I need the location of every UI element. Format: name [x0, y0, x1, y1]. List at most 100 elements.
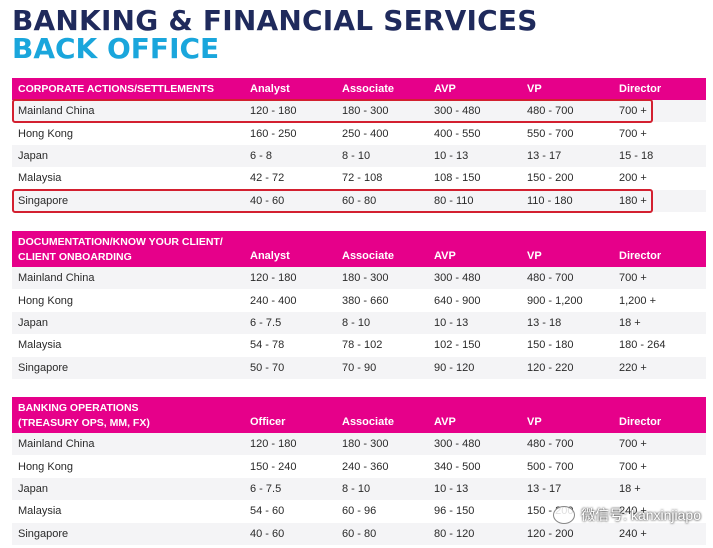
salary-cell: 150 - 180	[527, 339, 574, 352]
salary-cell: 180 - 300	[342, 438, 389, 451]
location-cell: Singapore	[18, 194, 69, 207]
salary-cell: 120 - 180	[250, 105, 297, 118]
table-row: Mainland China 120 - 180 180 - 300 300 - 48…	[12, 433, 706, 456]
location-cell: Japan	[18, 149, 48, 162]
salary-cell: 340 - 500	[434, 460, 481, 473]
salary-cell: 6 - 7.5	[250, 482, 282, 495]
salary-cell: 700 +	[619, 438, 647, 451]
salary-cell: 480 - 700	[527, 438, 574, 451]
salary-cell: 180 - 300	[342, 105, 389, 118]
table-body: Mainland China 120 - 180 180 - 300 300 - 48…	[12, 267, 706, 379]
section-label-line1: DOCUMENTATION/KNOW YOUR CLIENT/	[18, 235, 223, 248]
section-label-line2: (TREASURY OPS, MM, FX)	[18, 416, 150, 429]
column-header: Analyst	[250, 250, 290, 262]
salary-cell: 180 +	[619, 194, 647, 207]
salary-cell: 150 - 240	[250, 460, 297, 473]
salary-cell: 70 - 90	[342, 361, 377, 374]
table-row: Mainland China 120 - 180 180 - 300 300 - 48…	[12, 267, 706, 290]
salary-cell: 90 - 120	[434, 361, 475, 374]
salary-cell: 550 - 700	[527, 127, 574, 140]
salary-cell: 120 - 180	[250, 272, 297, 285]
salary-cell: 380 - 660	[342, 294, 389, 307]
salary-cell: 96 - 150	[434, 505, 475, 518]
salary-cell: 300 - 480	[434, 105, 481, 118]
salary-cell: 180 - 264	[619, 339, 666, 352]
column-header: VP	[527, 416, 542, 428]
wechat-icon	[553, 506, 576, 524]
salary-cell: 180 - 300	[342, 272, 389, 285]
table-row: Japan 6 - 8 8 - 10 10 - 13 13 - 17 15 - 18	[12, 144, 706, 168]
section-label: CORPORATE ACTIONS/SETTLEMENTS	[18, 78, 214, 100]
column-header: AVP	[434, 83, 456, 95]
salary-cell: 40 - 60	[250, 194, 285, 207]
salary-cell: 60 - 96	[342, 505, 377, 518]
table-header: CORPORATE ACTIONS/SETTLEMENTS Analyst Asso…	[12, 78, 706, 100]
salary-cell: 200 +	[619, 172, 647, 185]
salary-cell: 50 - 70	[250, 361, 285, 374]
salary-cell: 240 - 360	[342, 460, 389, 473]
location-cell: Mainland China	[18, 438, 95, 451]
column-header: Officer	[250, 416, 286, 428]
salary-cell: 250 - 400	[342, 127, 389, 140]
salary-cell: 220 +	[619, 361, 647, 374]
salary-cell: 240 - 400	[250, 294, 297, 307]
salary-cell: 13 - 18	[527, 316, 562, 329]
location-cell: Malaysia	[18, 172, 62, 185]
salary-cell: 240 +	[619, 527, 647, 540]
salary-cell: 400 - 550	[434, 127, 481, 140]
salary-cell: 240 +	[619, 505, 647, 518]
salary-cell: 78 - 102	[342, 339, 383, 352]
salary-cell: 60 - 80	[342, 527, 377, 540]
salary-cell: 480 - 700	[527, 105, 574, 118]
location-cell: Malaysia	[18, 339, 62, 352]
table-row: Hong Kong 240 - 400 380 - 660 640 - 900 900 …	[12, 289, 706, 311]
salary-cell: 500 - 700	[527, 460, 574, 473]
location-cell: Mainland China	[18, 272, 95, 285]
column-header: Associate	[342, 416, 394, 428]
salary-cell: 6 - 7.5	[250, 316, 282, 329]
salary-cell: 150 - 200	[527, 172, 574, 185]
column-header: Director	[619, 83, 662, 95]
column-header: AVP	[434, 250, 456, 262]
salary-cell: 700 +	[619, 127, 647, 140]
salary-cell: 300 - 480	[434, 272, 481, 285]
salary-cell: 10 - 13	[434, 482, 469, 495]
column-header: VP	[527, 250, 542, 262]
salary-cell: 13 - 17	[527, 149, 562, 162]
column-header: Associate	[342, 250, 394, 262]
salary-cell: 160 - 250	[250, 127, 297, 140]
table-row: Hong Kong 160 - 250 250 - 400 400 - 550 550 …	[12, 122, 706, 144]
salary-cell: 120 - 220	[527, 361, 574, 374]
salary-cell: 300 - 480	[434, 438, 481, 451]
location-cell: Singapore	[18, 527, 69, 540]
salary-cell: 54 - 60	[250, 505, 285, 518]
page-title: BANKING & FINANCIAL SERVICES	[12, 4, 538, 37]
salary-cell: 8 - 10	[342, 149, 371, 162]
location-cell: Mainland China	[18, 105, 95, 118]
page-subtitle: BACK OFFICE	[12, 32, 220, 65]
table-body: Mainland China 120 - 180 180 - 300 300 - 48…	[12, 100, 706, 212]
salary-cell: 700 +	[619, 272, 647, 285]
salary-cell: 900 - 1,200	[527, 294, 583, 307]
table-row: Singapore 40 - 60 60 - 80 80 - 120 120 - 200…	[12, 522, 706, 545]
salary-cell: 108 - 150	[434, 172, 481, 185]
table-row: Malaysia 54 - 78 78 - 102 102 - 150 150 - 18…	[12, 334, 706, 356]
salary-cell: 6 - 8	[250, 149, 273, 162]
salary-cell: 110 - 180	[527, 194, 573, 207]
salary-cell: 700 +	[619, 105, 647, 118]
salary-cell: 18 +	[619, 316, 641, 329]
table-header: BANKING OPERATIONS (TREASURY OPS, MM, FX)…	[12, 397, 706, 433]
location-cell: Hong Kong	[18, 127, 74, 140]
salary-table-3: BANKING OPERATIONS (TREASURY OPS, MM, FX)…	[12, 397, 706, 545]
column-header: VP	[527, 83, 542, 95]
salary-cell: 15 - 18	[619, 149, 654, 162]
section-label-line1: BANKING OPERATIONS	[18, 401, 139, 414]
salary-table-2: DOCUMENTATION/KNOW YOUR CLIENT/CLIENT ON…	[12, 231, 706, 379]
column-header: Director	[619, 250, 662, 262]
salary-cell: 40 - 60	[250, 527, 285, 540]
table-row: Singapore 50 - 70 70 - 90 90 - 120 120 - 220…	[12, 356, 706, 379]
section-label: BANKING OPERATIONS (TREASURY OPS, MM, FX)	[18, 397, 150, 433]
salary-table-1: CORPORATE ACTIONS/SETTLEMENTS Analyst Asso…	[12, 78, 706, 212]
watermark-text: 微信号: kanxinjiapo	[581, 507, 701, 523]
table-row: Hong Kong 150 - 240 240 - 360 340 - 500 500 …	[12, 455, 706, 477]
